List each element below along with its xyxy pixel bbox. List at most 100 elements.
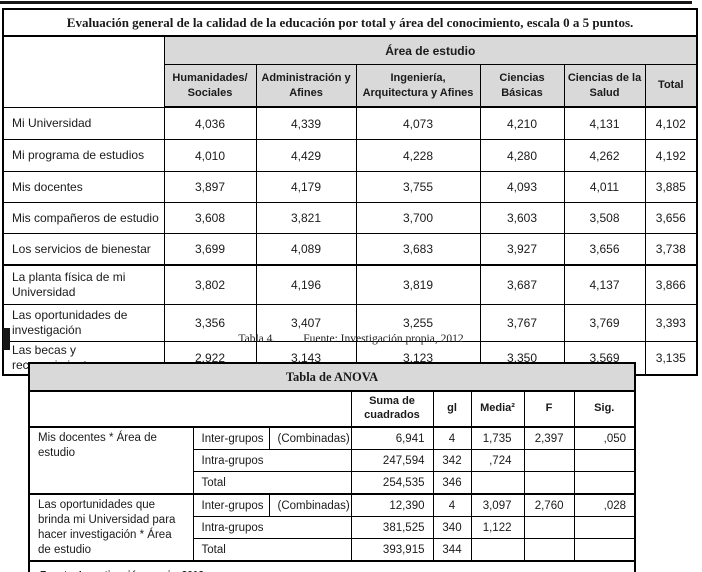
column-header: Ingeniería, Arquitectura y Afines	[355, 64, 481, 108]
table-row: Mis compañeros de estudio 3,608 3,821 3,…	[2, 202, 698, 234]
value-cell: 4,210	[479, 106, 565, 140]
table1-title: Evaluación general de la calidad de la e…	[2, 8, 698, 37]
table1-title-row: Evaluación general de la calidad de la e…	[2, 8, 698, 37]
value-cell	[523, 449, 575, 472]
value-cell: 4,429	[255, 139, 357, 172]
value-cell: 4,228	[355, 139, 481, 172]
source-note: Fuente: Investigación propia, 2012	[28, 560, 636, 572]
column-header: F	[523, 390, 575, 428]
row-label: Las oportunidades de investigación	[2, 304, 165, 342]
value-cell: 342	[432, 449, 472, 472]
caption-source: Fuente: Investigación propia, 2012	[303, 333, 464, 345]
value-cell: 4,102	[644, 106, 698, 140]
top-rule	[0, 1, 692, 4]
value-cell: 3,356	[163, 304, 257, 342]
value-cell: ,724	[470, 449, 525, 472]
value-cell	[523, 516, 575, 539]
value-cell: 4,339	[255, 106, 357, 140]
column-header: Sig.	[573, 390, 636, 428]
value-cell: 3,699	[163, 233, 257, 266]
anova-footer-row: Fuente: Investigación propia, 2012	[28, 560, 636, 572]
column-header: Suma de cuadrados	[350, 390, 434, 428]
value-cell	[573, 516, 636, 539]
value-cell	[470, 538, 525, 562]
empty-corner-cell	[2, 35, 165, 108]
value-cell: 12,390	[350, 493, 434, 517]
column-header: gl	[432, 390, 472, 428]
value-cell: 4	[432, 426, 472, 450]
value-cell: 393,915	[350, 538, 434, 562]
cell: Total	[192, 471, 352, 495]
value-cell: 346	[432, 471, 472, 495]
cell: Inter-grupos	[192, 493, 270, 517]
value-cell: 3,885	[644, 171, 698, 203]
value-cell: 3,393	[644, 304, 698, 342]
value-cell: 3,700	[355, 202, 481, 234]
value-cell: 3,738	[644, 233, 698, 266]
row-label: La planta física de mi Universidad	[2, 264, 165, 305]
value-cell: 3,407	[255, 304, 357, 342]
value-cell: 3,821	[255, 202, 357, 234]
cell: (Combinadas)	[268, 426, 352, 450]
value-cell: 4,073	[355, 106, 481, 140]
value-cell: 3,135	[644, 341, 698, 376]
row-label: Mis docentes * Área de estudio	[28, 426, 194, 495]
anova-title-row: Tabla de ANOVA	[28, 362, 636, 392]
column-header: Media²	[470, 390, 525, 428]
value-cell: 3,656	[563, 233, 646, 266]
value-cell: 3,603	[479, 202, 565, 234]
value-cell: 3,508	[563, 202, 646, 234]
value-cell	[573, 538, 636, 562]
table-row: Mi programa de estudios 4,010 4,429 4,22…	[2, 139, 698, 172]
value-cell: 4,093	[479, 171, 565, 203]
column-header: Ciencias Básicas	[479, 64, 565, 108]
table1-group-header-row: Área de estudio	[2, 35, 698, 108]
row-label: Los servicios de bienestar	[2, 233, 165, 266]
value-cell: 340	[432, 516, 472, 539]
value-cell: 2,397	[523, 426, 575, 450]
value-cell	[523, 538, 575, 562]
value-cell: 3,608	[163, 202, 257, 234]
table-row: Total 254,535 346	[29, 471, 636, 495]
value-cell: 3,866	[644, 264, 698, 305]
value-cell	[470, 471, 525, 495]
area-de-estudio-header: Área de estudio	[163, 35, 698, 65]
column-header: Ciencias de la Salud	[563, 64, 646, 108]
value-cell: 381,525	[350, 516, 434, 539]
cell: Inter-grupos	[192, 426, 270, 450]
value-cell: 3,819	[355, 264, 481, 305]
caption-label: Tabla 4.	[238, 333, 276, 345]
table1-column-header-row: Humanidades/ Sociales Administración y A…	[3, 64, 698, 108]
anova-table: Tabla de ANOVA Suma de cuadrados gl Medi…	[28, 362, 637, 572]
black-marker	[3, 328, 10, 350]
value-cell: ,028	[573, 493, 636, 517]
value-cell: 3,927	[479, 233, 565, 266]
value-cell: 3,255	[355, 304, 481, 342]
table-caption: Tabla 4. Fuente: Investigación propia, 2…	[0, 333, 702, 345]
evaluation-table: Evaluación general de la calidad de la e…	[2, 8, 699, 376]
value-cell: 254,535	[350, 471, 434, 495]
row-label: Mis docentes	[2, 171, 165, 203]
value-cell: 6,941	[350, 426, 434, 450]
value-cell: 4,011	[563, 171, 646, 203]
value-cell: 3,687	[479, 264, 565, 305]
table-row: Mis docentes * Área de estudio Inter-gru…	[28, 426, 636, 495]
row-label: Mi programa de estudios	[2, 139, 165, 172]
table-row: Total 393,915 344	[29, 538, 636, 562]
empty-header-cell	[28, 390, 352, 428]
value-cell	[523, 471, 575, 495]
table-row: Mi Universidad 4,036 4,339 4,073 4,210 4…	[2, 106, 698, 140]
value-cell: 2,760	[523, 493, 575, 517]
value-cell: 4,179	[255, 171, 357, 203]
row-label: Mi Universidad	[2, 106, 165, 140]
table-row: Las oportunidades que brinda mi Universi…	[28, 493, 636, 562]
cell: Total	[192, 538, 352, 562]
table-row: La planta física de mi Universidad 3,802…	[2, 264, 698, 305]
table-row: Las oportunidades de investigación 3,356…	[2, 304, 698, 342]
value-cell: 4,036	[163, 106, 257, 140]
value-cell: 3,755	[355, 171, 481, 203]
value-cell: ,050	[573, 426, 636, 450]
column-header: Administración y Afines	[255, 64, 357, 108]
row-label: Mis compañeros de estudio	[2, 202, 165, 234]
